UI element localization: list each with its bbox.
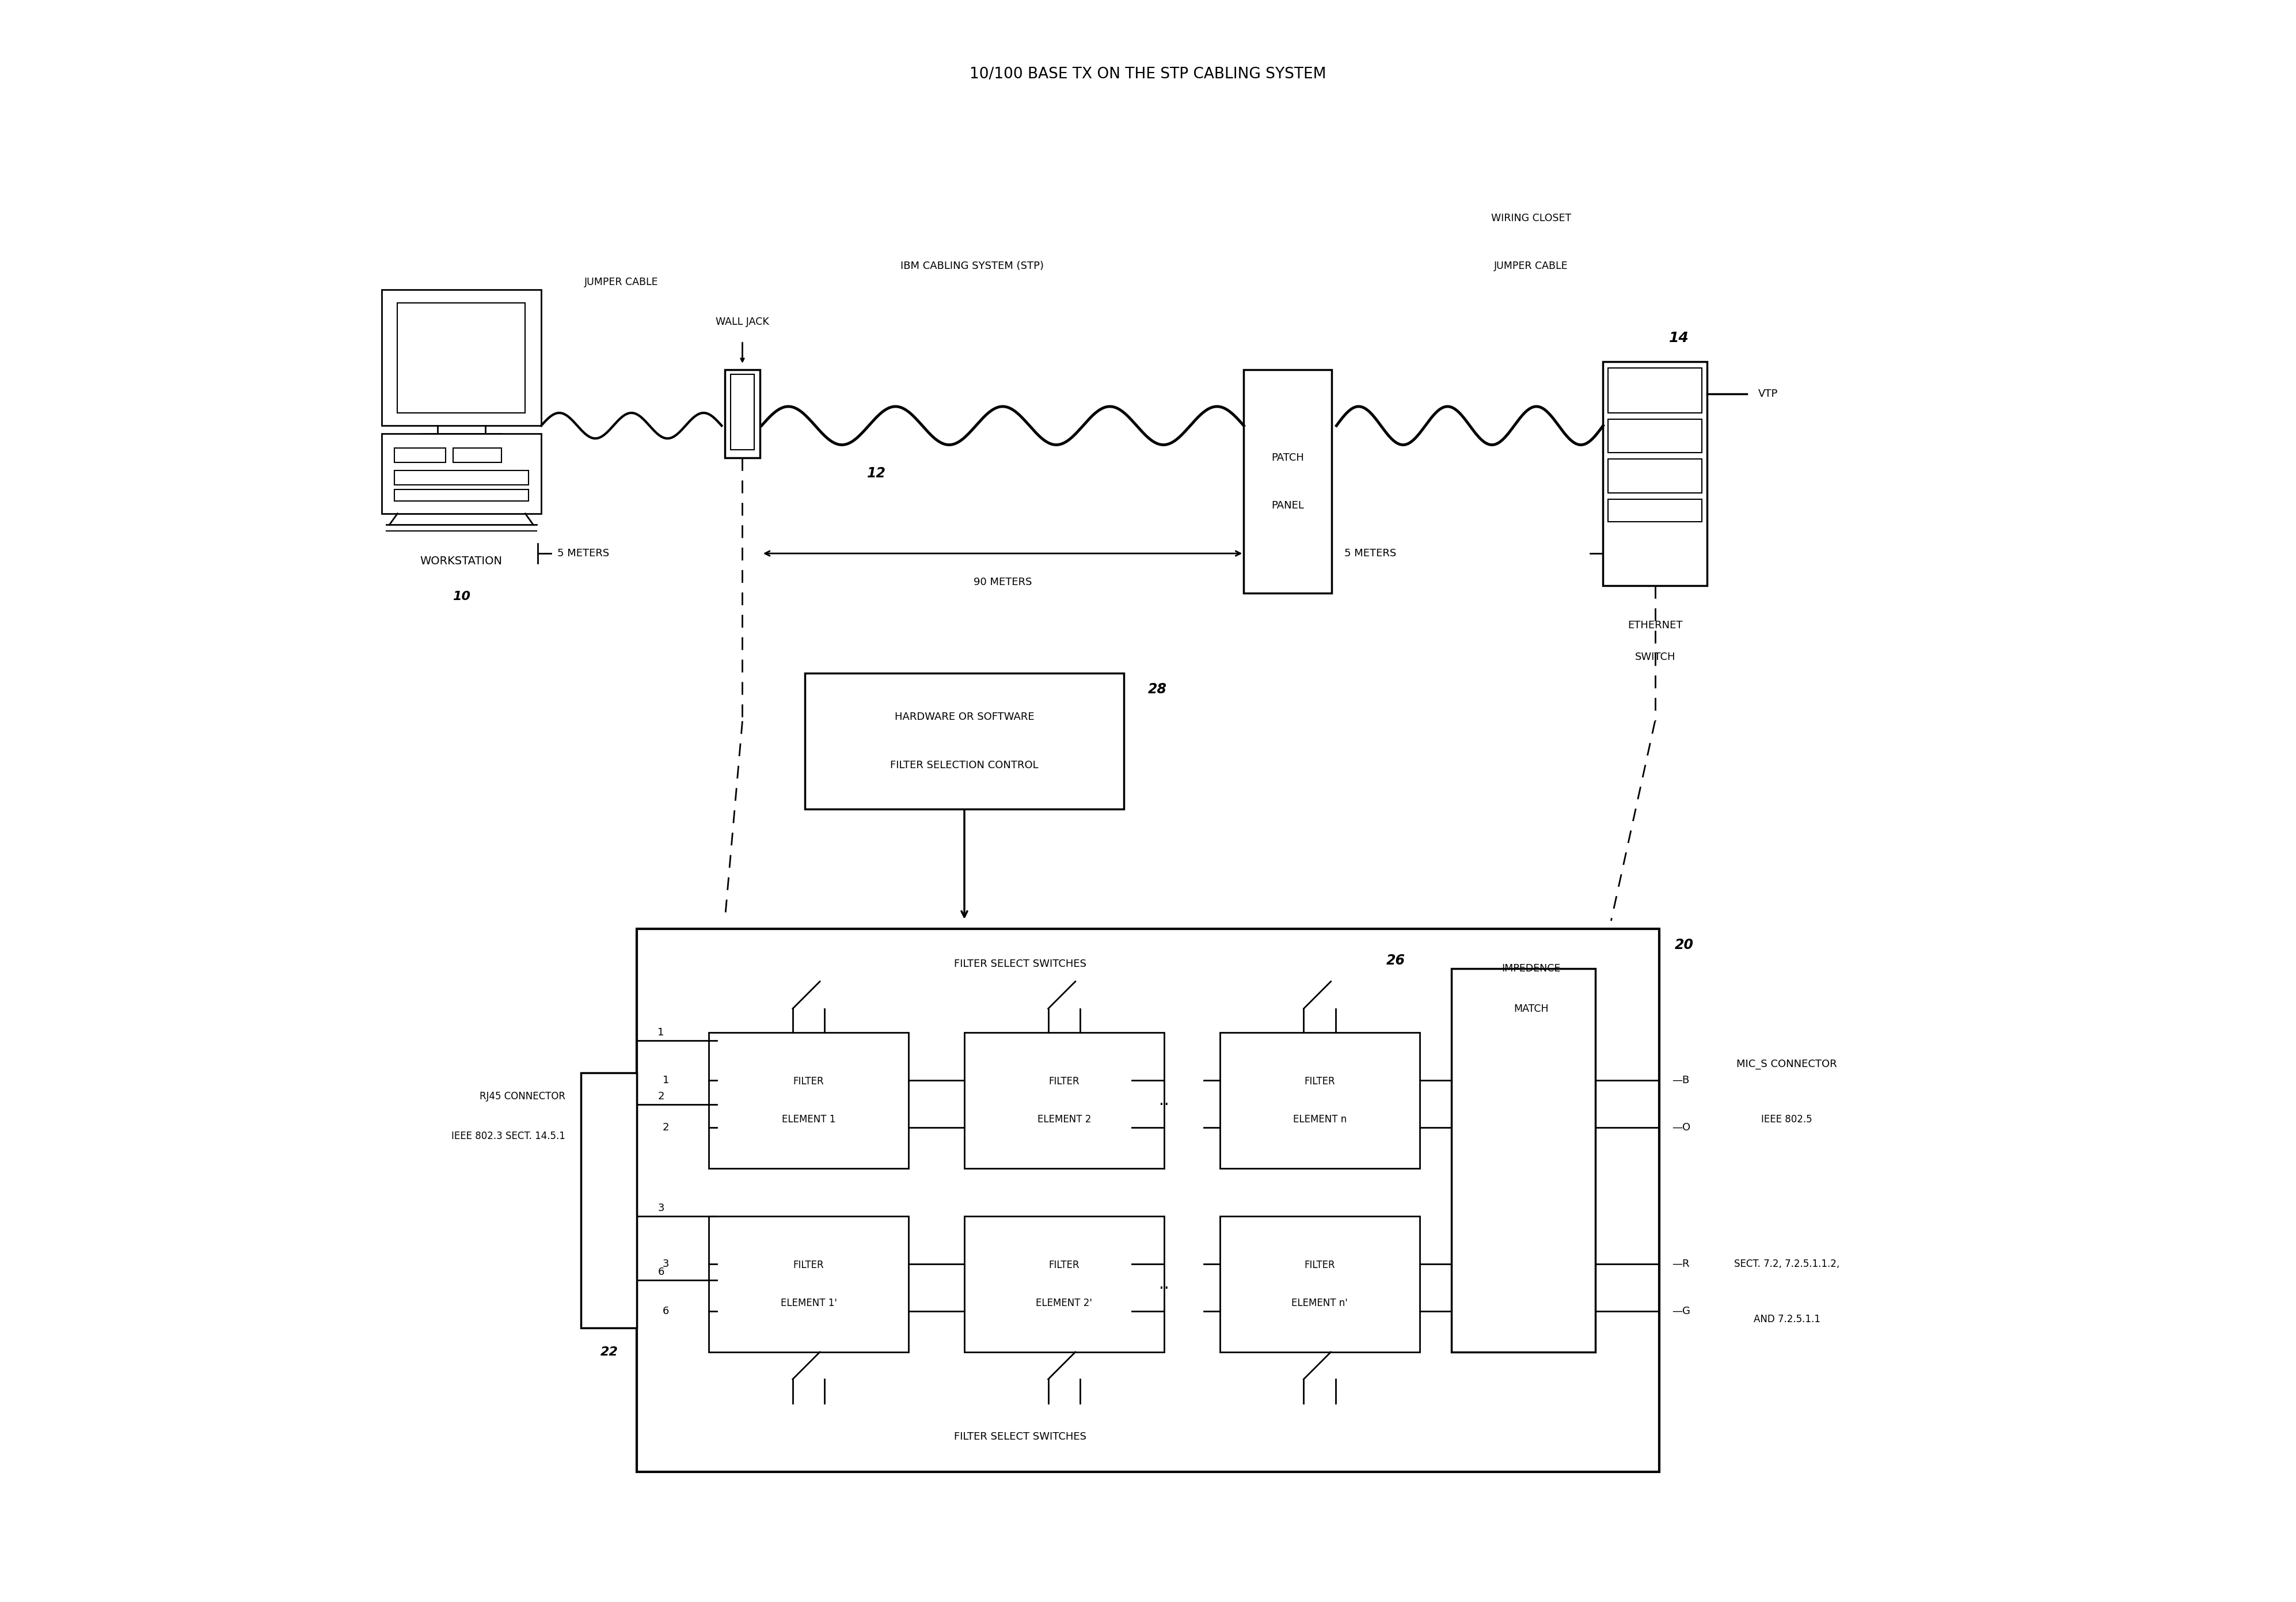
Text: JUMPER CABLE: JUMPER CABLE — [583, 277, 659, 287]
Text: ELEMENT 2: ELEMENT 2 — [1038, 1115, 1091, 1125]
Text: 10: 10 — [452, 591, 471, 602]
Text: SWITCH: SWITCH — [1635, 652, 1676, 663]
Text: ETHERNET: ETHERNET — [1628, 620, 1683, 631]
Bar — [1219, 1033, 1419, 1168]
Text: RJ45 CONNECTOR: RJ45 CONNECTOR — [480, 1091, 565, 1102]
Bar — [1607, 420, 1701, 453]
Text: JUMPER CABLE: JUMPER CABLE — [1495, 261, 1568, 271]
Text: 6: 6 — [657, 1267, 664, 1277]
Bar — [1603, 362, 1706, 585]
Text: FILTER SELECT SWITCHES: FILTER SELECT SWITCHES — [955, 1432, 1086, 1442]
Text: FILTER: FILTER — [792, 1077, 824, 1086]
Text: ELEMENT 1: ELEMENT 1 — [781, 1115, 836, 1125]
Text: 6: 6 — [664, 1306, 668, 1317]
Bar — [709, 1033, 909, 1168]
Bar — [1607, 500, 1701, 522]
Text: AND 7.2.5.1.1: AND 7.2.5.1.1 — [1754, 1314, 1821, 1325]
Text: 3: 3 — [657, 1203, 664, 1213]
Text: MATCH: MATCH — [1513, 1003, 1550, 1014]
Text: FILTER: FILTER — [1304, 1259, 1334, 1270]
Bar — [395, 490, 528, 501]
Text: MIC_S CONNECTOR: MIC_S CONNECTOR — [1736, 1059, 1837, 1069]
Text: IEEE 802.3 SECT. 14.5.1: IEEE 802.3 SECT. 14.5.1 — [452, 1131, 565, 1142]
Bar — [381, 434, 542, 514]
Text: 5 METERS: 5 METERS — [558, 548, 608, 559]
Bar — [730, 375, 755, 450]
Text: FILTER: FILTER — [792, 1259, 824, 1270]
Text: FILTER SELECT SWITCHES: FILTER SELECT SWITCHES — [955, 958, 1086, 969]
Bar — [381, 290, 542, 426]
Text: ELEMENT 1': ELEMENT 1' — [781, 1298, 836, 1309]
Text: 12: 12 — [868, 466, 886, 481]
Text: SECT. 7.2, 7.2.5.1.1.2,: SECT. 7.2, 7.2.5.1.1.2, — [1733, 1259, 1839, 1269]
Text: 28: 28 — [1148, 682, 1166, 697]
Text: 3: 3 — [664, 1259, 668, 1269]
Bar — [1451, 969, 1596, 1352]
Text: IMPEDENCE: IMPEDENCE — [1502, 963, 1561, 974]
Text: FILTER: FILTER — [1049, 1259, 1079, 1270]
Bar — [709, 1216, 909, 1352]
Text: ..: .. — [1159, 1093, 1169, 1109]
Text: VTP: VTP — [1759, 389, 1777, 399]
Text: ELEMENT n': ELEMENT n' — [1290, 1298, 1348, 1309]
Text: IEEE 802.5: IEEE 802.5 — [1761, 1115, 1812, 1125]
Text: WALL JACK: WALL JACK — [716, 317, 769, 327]
Text: —B: —B — [1671, 1075, 1690, 1085]
Text: 2: 2 — [664, 1123, 668, 1133]
Text: WORKSTATION: WORKSTATION — [420, 556, 503, 567]
Bar — [726, 370, 760, 458]
Text: 22: 22 — [599, 1346, 618, 1358]
Text: ELEMENT 2': ELEMENT 2' — [1035, 1298, 1093, 1309]
Text: PATCH: PATCH — [1272, 452, 1304, 463]
Bar — [804, 673, 1125, 809]
Text: —G: —G — [1671, 1306, 1690, 1317]
Bar — [964, 1033, 1164, 1168]
Text: FILTER: FILTER — [1304, 1077, 1334, 1086]
Text: ..: .. — [1159, 1277, 1169, 1293]
Text: 26: 26 — [1387, 953, 1405, 968]
Text: 10/100 BASE TX ON THE STP CABLING SYSTEM: 10/100 BASE TX ON THE STP CABLING SYSTEM — [969, 67, 1327, 82]
Text: FILTER: FILTER — [1049, 1077, 1079, 1086]
Text: 90 METERS: 90 METERS — [974, 577, 1031, 588]
Bar — [1244, 370, 1332, 593]
Bar — [1219, 1216, 1419, 1352]
Bar — [581, 1072, 636, 1328]
Bar — [395, 471, 528, 485]
Text: 5 METERS: 5 METERS — [1345, 548, 1396, 559]
Bar — [397, 303, 526, 413]
Text: WIRING CLOSET: WIRING CLOSET — [1490, 213, 1570, 223]
Text: FILTER SELECTION CONTROL: FILTER SELECTION CONTROL — [891, 759, 1038, 771]
Text: —O: —O — [1671, 1123, 1690, 1133]
Bar — [1607, 460, 1701, 493]
Text: 1: 1 — [664, 1075, 668, 1085]
Text: 1: 1 — [657, 1027, 664, 1038]
Bar — [1607, 368, 1701, 413]
Text: PANEL: PANEL — [1272, 500, 1304, 511]
Bar — [395, 449, 445, 463]
Bar — [964, 1216, 1164, 1352]
Bar — [636, 929, 1660, 1472]
Text: IBM CABLING SYSTEM (STP): IBM CABLING SYSTEM (STP) — [900, 261, 1045, 271]
Text: 14: 14 — [1669, 332, 1690, 344]
Text: ELEMENT n: ELEMENT n — [1293, 1115, 1345, 1125]
Text: —R: —R — [1671, 1259, 1690, 1269]
Text: HARDWARE OR SOFTWARE: HARDWARE OR SOFTWARE — [895, 711, 1033, 723]
Bar — [452, 449, 501, 463]
Text: 2: 2 — [657, 1091, 664, 1102]
Text: 20: 20 — [1676, 937, 1694, 952]
